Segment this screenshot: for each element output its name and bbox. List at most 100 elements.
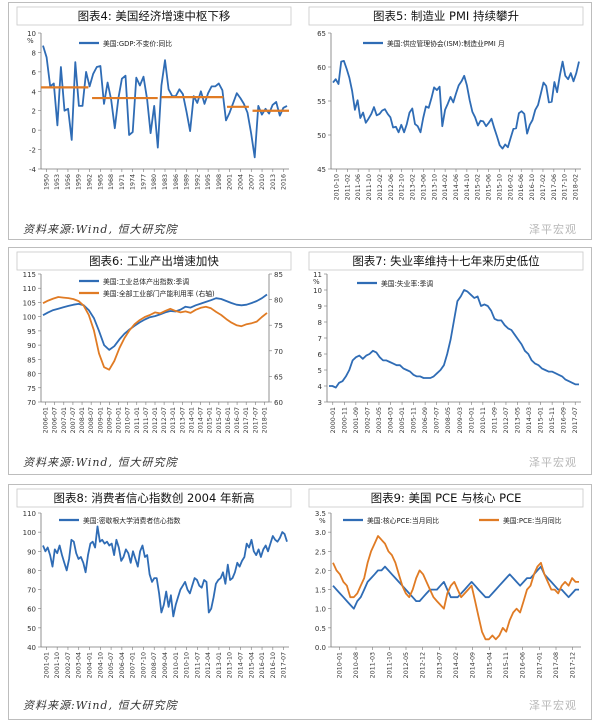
series-line (42, 296, 268, 371)
x-tick-label: 2017-07 (252, 407, 259, 433)
x-tick-label: 2010-01 (468, 407, 475, 433)
x-tick-label: 2012-06 (388, 174, 395, 200)
x-tick-label: 2001-01 (43, 652, 50, 678)
x-tick-label: 1974 (130, 174, 137, 190)
x-tick-label: 2005-11 (411, 407, 418, 433)
legend-label: 美国:密歇根大学消费者信心指数 (83, 516, 181, 525)
x-tick-label: 2015-07 (216, 407, 223, 433)
y-tick-label: 90 (27, 342, 36, 350)
y-tick-label: 2.0 (315, 567, 326, 575)
x-tick-label: 2013-01 (216, 652, 223, 678)
x-tick-label: 2016-10 (529, 174, 536, 200)
x-tick-label: 2009-04 (162, 652, 169, 678)
x-tick-label: 2014-03 (526, 407, 533, 433)
x-tick-label: 2005-07 (108, 652, 115, 678)
chart-title: 图表9: 美国 PCE 与核心 PCE (371, 491, 522, 505)
x-tick-label: 2016-02 (507, 174, 514, 200)
y-tick-label: -4 (29, 166, 37, 174)
x-tick-label: 2007 (248, 174, 255, 190)
x-tick-label: 2018-02 (573, 174, 580, 200)
x-tick-label: 2007-10 (140, 652, 147, 678)
panel-row-2: 图表6: 工业产出增速加快 70 75 80 85 90 95 100 105 110 115 60 6… (8, 247, 592, 475)
chart-ism-pmi: 图表5: 制造业 PMI 持续攀升 45 50 55 60 65 2010-10 2011-0… (308, 6, 584, 200)
x-tick-label: 2014-07 (198, 407, 205, 433)
series-line (332, 565, 579, 610)
source-note: 资料来源:Wind, 恒大研究院 (23, 223, 178, 236)
y-tick-label: 1.5 (315, 587, 326, 595)
y-tick-label: 50 (317, 132, 326, 140)
y2-tick-label: 85 (274, 271, 283, 279)
x-tick-label: 2010 (259, 174, 266, 190)
x-tick-label: 2007-01 (61, 407, 68, 433)
y-tick-label: 10 (313, 287, 322, 295)
y-tick-label: 75 (27, 385, 36, 393)
y-tick-label: 6 (32, 69, 37, 77)
y-tick-label: 6 (318, 351, 323, 359)
x-tick-label: 1995 (205, 174, 212, 190)
x-tick-label: 2015-01 (207, 407, 214, 433)
y-tick-label: 45 (317, 166, 326, 174)
x-tick-label: 1980 (151, 174, 158, 190)
x-tick-label: 2011-07 (143, 407, 150, 433)
unit-label: % (313, 278, 320, 286)
x-tick-label: 2008-01 (79, 407, 86, 433)
x-tick-label: 2009-03 (457, 407, 464, 433)
y-tick-label: 4 (32, 88, 37, 96)
y-tick-label: 8 (32, 49, 36, 57)
panel-row-3: 图表8: 消费者信心指数创 2004 年新高 40 50 60 70 80 90 100 110… (8, 484, 592, 720)
chart-title: 图表8: 消费者信心指数创 2004 年新高 (54, 491, 255, 505)
y2-tick-label: 80 (274, 297, 283, 305)
title-bar (308, 6, 584, 26)
series-line (42, 45, 288, 159)
x-tick-label: 2004 (237, 174, 244, 190)
y-tick-label: 0 (32, 127, 36, 135)
x-tick-label: 2004-10 (97, 652, 104, 678)
x-tick-label: 2003-05 (376, 407, 383, 433)
x-tick-label: 2016-07 (234, 407, 241, 433)
x-tick-label: 1971 (119, 174, 126, 190)
x-tick-label: 2007-07 (70, 407, 77, 433)
y-tick-label: 2 (32, 108, 36, 116)
x-tick-label: 2014-02 (442, 174, 449, 200)
y-tick-label: 65 (317, 30, 326, 38)
x-tick-label: 2013-10 (227, 652, 234, 678)
x-tick-label: 1950 (43, 174, 50, 190)
x-tick-label: 2012-10 (399, 174, 406, 200)
y-tick-label: 50 (27, 625, 36, 633)
x-tick-label: 2015-11 (549, 407, 556, 433)
y2-tick-label: 75 (274, 322, 283, 330)
x-tick-label: 2001 (227, 174, 234, 190)
x-tick-label: 2010-07 (125, 407, 132, 433)
title-bar (16, 488, 292, 508)
legend-label: 美国:GDP:不变价:同比 (103, 39, 172, 48)
x-tick-label: 1989 (184, 174, 191, 190)
x-tick-label: 2010-11 (480, 407, 487, 433)
legend-label: 美国:供应管理协会(ISM):制造业PMI 月 (387, 39, 505, 48)
y-tick-label: 100 (23, 529, 36, 537)
y-tick-label: 1.0 (315, 606, 326, 614)
x-tick-label: 1968 (108, 174, 115, 190)
x-tick-label: 2014-06 (453, 174, 460, 200)
chart-title: 图表5: 制造业 PMI 持续攀升 (373, 9, 519, 23)
x-tick-label: 2013-07 (436, 652, 443, 678)
y-tick-label: 3 (318, 399, 322, 407)
x-tick-label: 2002-07 (364, 407, 371, 433)
x-tick-label: 2018-01 (261, 407, 268, 433)
x-tick-label: 2014-02 (453, 652, 460, 678)
x-tick-label: 2016-09 (561, 407, 568, 433)
x-tick-label: 2011-10 (386, 652, 393, 678)
y-tick-label: 5 (318, 367, 322, 375)
y-tick-label: 80 (27, 567, 36, 575)
chart-pce: 图表9: 美国 PCE 与核心 PCE 0.0 0.5 1.0 1.5 2.0 2.5 3.0… (308, 488, 584, 678)
y-tick-label: 60 (27, 606, 36, 614)
x-tick-label: 2017-07 (281, 652, 288, 678)
x-tick-label: 2004-03 (388, 407, 395, 433)
x-tick-label: 2017-02 (540, 174, 547, 200)
x-tick-label: 2006-04 (119, 652, 126, 678)
x-tick-label: 2013-05 (515, 407, 522, 433)
y2-tick-label: 70 (274, 348, 283, 356)
x-tick-label: 1998 (216, 174, 223, 190)
y2-tick-label: 60 (274, 399, 283, 407)
x-tick-label: 2010-10 (184, 652, 191, 678)
x-tick-label: 2004-01 (87, 652, 94, 678)
